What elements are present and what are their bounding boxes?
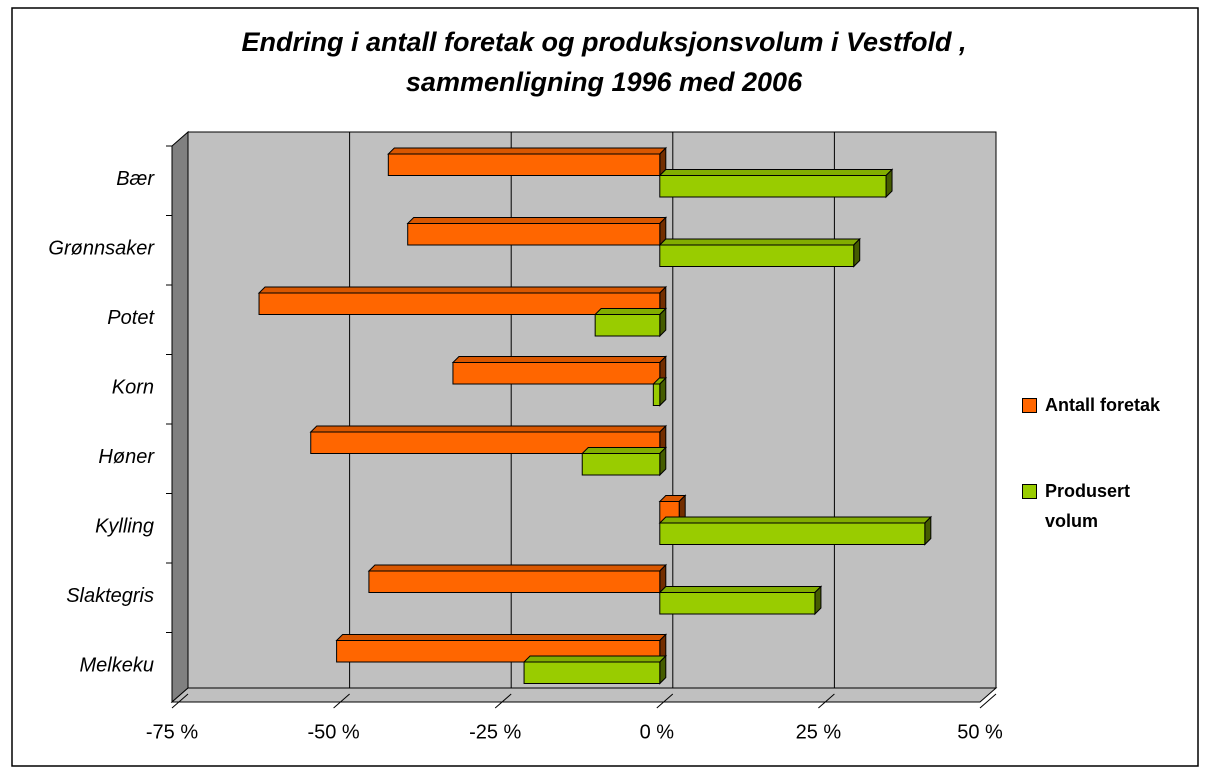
x-tick — [979, 693, 997, 709]
x-tick — [333, 693, 350, 709]
x-tick-label: -75 % — [146, 721, 198, 743]
bar-top — [367, 564, 668, 572]
bar — [659, 244, 855, 267]
side-wall — [171, 130, 189, 704]
floor — [170, 687, 998, 703]
legend-label: Antall foretak — [1045, 395, 1161, 415]
bar — [652, 383, 661, 406]
bar — [581, 453, 661, 476]
bar-top — [522, 655, 668, 663]
y-tick-label: Bær — [116, 168, 155, 190]
x-tick-label: -25 % — [469, 721, 521, 743]
bar-top — [309, 425, 668, 433]
x-tick-label: 0 % — [640, 721, 675, 743]
y-tick-label: Slaktegris — [66, 585, 154, 607]
x-tick — [494, 693, 512, 709]
bar — [594, 314, 661, 337]
y-tick-label: Kylling — [95, 516, 154, 538]
bar-top — [257, 286, 668, 294]
bar-top — [593, 308, 668, 315]
bar-top — [581, 447, 668, 454]
bar — [659, 522, 926, 545]
bar-top — [406, 217, 668, 224]
bar-top — [335, 634, 668, 641]
bar-top — [658, 238, 861, 246]
y-tick-label: Melkeku — [80, 655, 154, 677]
bar — [310, 431, 661, 454]
bar-top — [658, 169, 894, 176]
legend-item: Antall foretak — [1022, 390, 1180, 420]
y-tick-label: Grønnsaker — [48, 238, 155, 260]
bar-top — [387, 147, 668, 155]
chart-title: Endring i antall foretak og produksjonsv… — [241, 27, 967, 97]
y-tick-label: Korn — [112, 377, 154, 399]
bar — [659, 592, 816, 615]
y-tick-label: Potet — [107, 307, 155, 329]
x-tick — [818, 693, 835, 709]
legend-swatch — [1022, 398, 1037, 413]
bar — [258, 292, 661, 315]
legend-label: Produsert volum — [1045, 481, 1131, 531]
bar-top — [451, 356, 668, 363]
back-wall — [187, 131, 997, 689]
bar — [659, 175, 887, 198]
x-tick-label: 25 % — [796, 721, 842, 743]
bar — [452, 362, 661, 385]
x-tick — [171, 693, 189, 709]
bar — [368, 570, 661, 593]
bar-top — [658, 586, 823, 593]
y-tick-label: Høner — [98, 446, 155, 468]
x-tick — [656, 693, 674, 709]
x-tick-label: -50 % — [307, 721, 359, 743]
bar — [407, 223, 661, 246]
bar — [387, 153, 661, 176]
bar — [523, 661, 661, 684]
legend-swatch — [1022, 484, 1037, 499]
legend-item: Produsert volum — [1022, 476, 1180, 536]
x-tick-label: 50 % — [957, 721, 1003, 743]
bar-top — [658, 516, 933, 524]
